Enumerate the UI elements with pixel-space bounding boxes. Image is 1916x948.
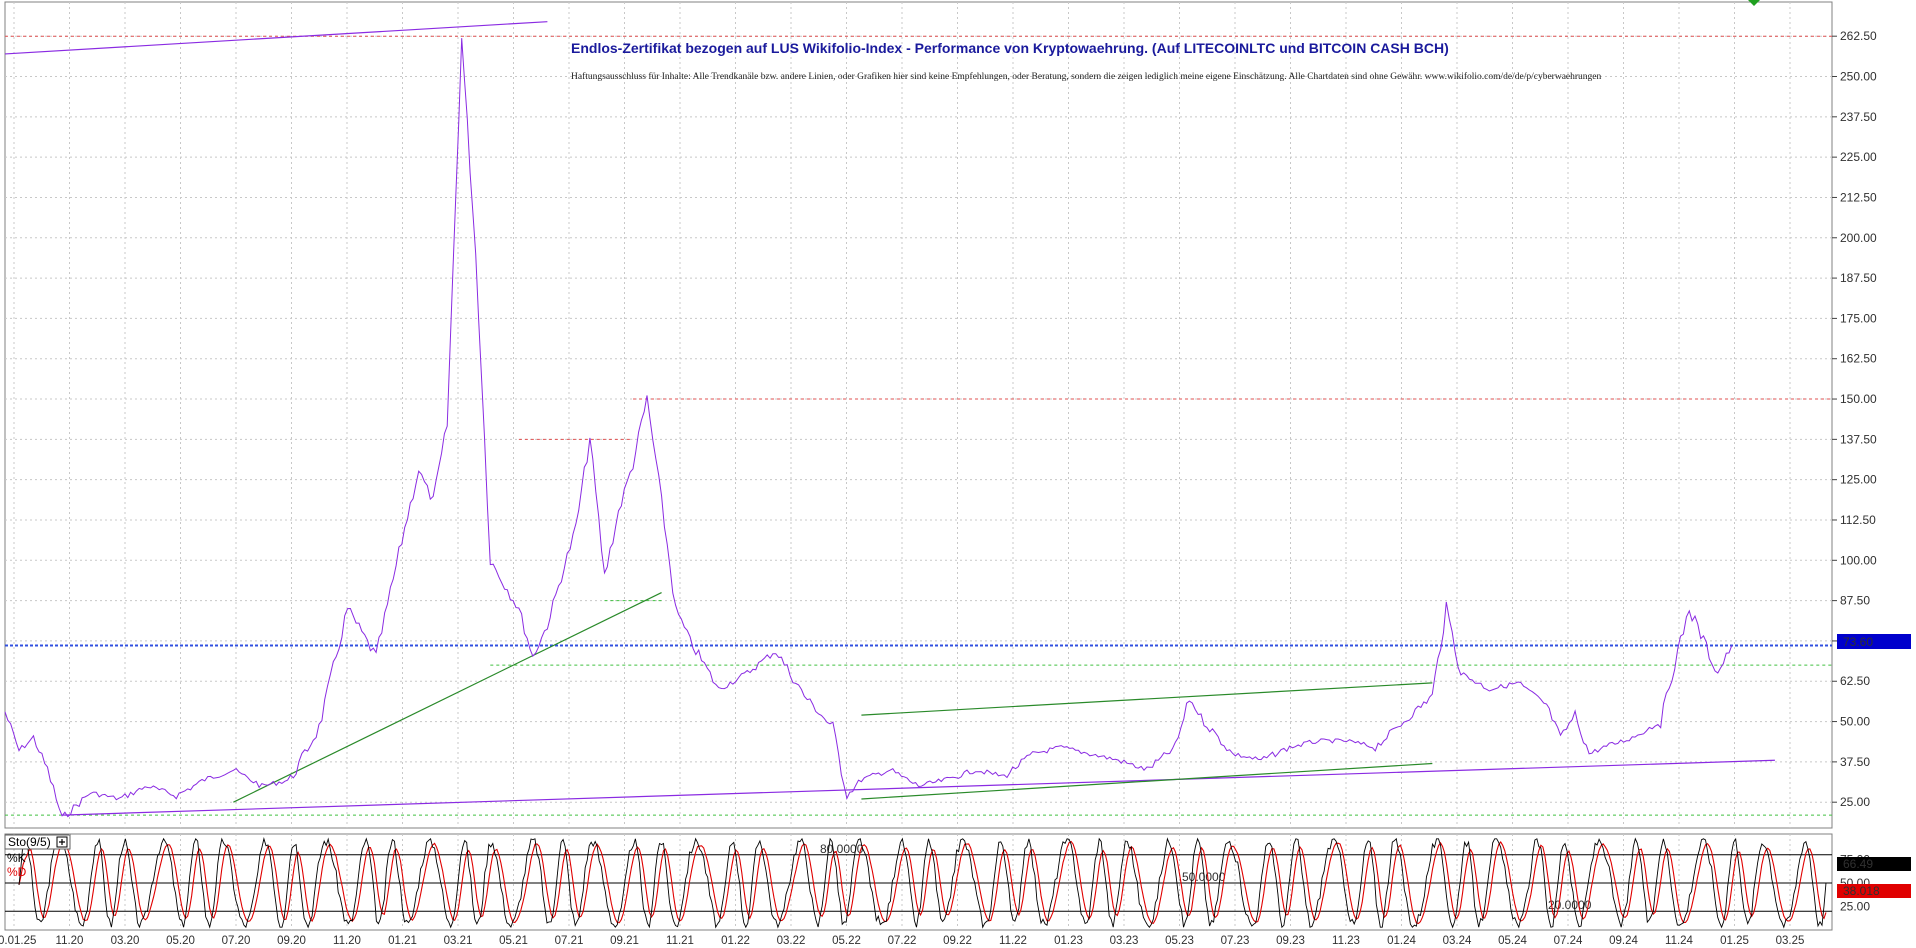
x-tick-label: 09.20 [277, 935, 306, 947]
x-tick-label: 11.22 [999, 935, 1027, 947]
y-tick-label: 125.00 [1840, 473, 1877, 487]
x-tick-label: 09.24 [1609, 935, 1638, 947]
y-tick-label: 112.50 [1840, 513, 1876, 527]
x-axis: 20.01.25 11.20 03.20 05.20 07.20 09.20 11.20 01… [0, 935, 1804, 947]
x-tick-label: 07.21 [555, 935, 584, 947]
x-tick-label: 11.20 [56, 935, 84, 947]
x-tick-label: 01.21 [388, 935, 417, 947]
trend-line [4, 21, 548, 55]
x-tick-label: 20.01.25 [0, 935, 36, 947]
x-tick-label: 11.20 [333, 935, 361, 947]
price-line [4, 38, 1733, 818]
trend-lines [4, 21, 1775, 816]
stochastic-series [18, 837, 1827, 929]
d-value-label: 38.018 [1843, 884, 1880, 898]
y-axis: 262.50 250.00 237.50 225.00 212.50 200.00 187.… [1832, 29, 1877, 809]
stochastic-frame [4, 833, 1833, 931]
plus-icon [59, 839, 65, 845]
price-series [4, 38, 1733, 818]
chart-disclaimer: Haftungsausschluss für Inhalte: Alle Tre… [571, 71, 1602, 82]
x-tick-label: 01.24 [1387, 935, 1416, 947]
x-tick-label: 01.25 [1720, 935, 1749, 947]
x-tick-label: 07.24 [1554, 935, 1583, 947]
y-tick-label: 262.50 [1840, 29, 1877, 43]
x-tick-label: 11.21 [666, 935, 694, 947]
x-tick-label: 05.22 [832, 935, 861, 947]
y-tick-label: 200.00 [1840, 231, 1877, 245]
signal-arrow-icon [1748, 0, 1760, 6]
stochastic-title: Sto(9/5) [8, 835, 51, 849]
stochastic-legend-box[interactable] [4, 834, 71, 850]
y-tick-label: 100.00 [1840, 553, 1877, 567]
reference-lines [5, 35, 1832, 816]
x-tick-label: 09.22 [943, 935, 972, 947]
y-tick-label: 37.50 [1840, 755, 1870, 769]
y-tick-label: 162.50 [1840, 352, 1877, 366]
trend-line [233, 592, 662, 803]
y-tick-label: 175.00 [1840, 311, 1877, 325]
x-tick-label: 05.20 [166, 935, 195, 947]
x-tick-label: 11.23 [1332, 935, 1360, 947]
x-tick-label: 07.20 [222, 935, 251, 947]
stochastic-k-line [18, 837, 1827, 929]
x-tick-label: 07.22 [888, 935, 917, 947]
last-price-badge [1837, 634, 1911, 649]
y-tick-label: 50.00 [1840, 715, 1870, 729]
main-grid [4, 1, 1833, 829]
trend-line [861, 762, 1433, 800]
x-tick-label: 07.23 [1221, 935, 1250, 947]
x-tick-label: 11.24 [1665, 935, 1694, 947]
k-value-label: 66.49 [1843, 857, 1873, 871]
x-tick-label: 03.21 [444, 935, 473, 947]
y-tick-label: 137.50 [1840, 432, 1877, 446]
x-tick-label: 09.21 [610, 935, 639, 947]
x-tick-label: 03.23 [1110, 935, 1139, 947]
last-price-label: 73.60 [1843, 635, 1873, 649]
y-tick-label: 87.50 [1840, 594, 1870, 608]
y-tick-label: 62.50 [1840, 674, 1870, 688]
main-frame [4, 1, 1833, 829]
legend-k: %K [7, 851, 26, 865]
y-tick-label: 187.50 [1840, 271, 1877, 285]
x-tick-label: 03.25 [1776, 935, 1805, 947]
x-tick-label: 05.24 [1498, 935, 1527, 947]
stochastic-tick-label: 25.00 [1840, 900, 1870, 914]
trend-line [861, 682, 1433, 716]
x-tick-label: 05.23 [1165, 935, 1194, 947]
trend-line [62, 759, 1775, 816]
y-tick-label: 212.50 [1840, 190, 1877, 204]
x-tick-label: 01.22 [721, 935, 750, 947]
d-value-badge [1837, 884, 1911, 898]
y-tick-label: 25.00 [1840, 795, 1870, 809]
legend-d: %D [7, 865, 27, 879]
y-tick-label: 150.00 [1840, 392, 1877, 406]
y-tick-label: 250.00 [1840, 70, 1877, 84]
y-tick-label: 225.00 [1840, 150, 1877, 164]
x-tick-label: 01.23 [1054, 935, 1083, 947]
y-tick-label: 237.50 [1840, 110, 1877, 124]
stochastic-level-label: 80.0000 [820, 842, 864, 856]
chart-title: Endlos-Zertifikat bezogen auf LUS Wikifo… [571, 40, 1449, 56]
x-tick-label: 03.24 [1443, 935, 1472, 947]
x-tick-label: 05.21 [499, 935, 528, 947]
x-tick-label: 03.20 [111, 935, 140, 947]
x-tick-label: 09.23 [1276, 935, 1305, 947]
stochastic-d-line [18, 840, 1827, 925]
x-tick-label: 03.22 [777, 935, 806, 947]
k-value-badge [1837, 857, 1911, 871]
